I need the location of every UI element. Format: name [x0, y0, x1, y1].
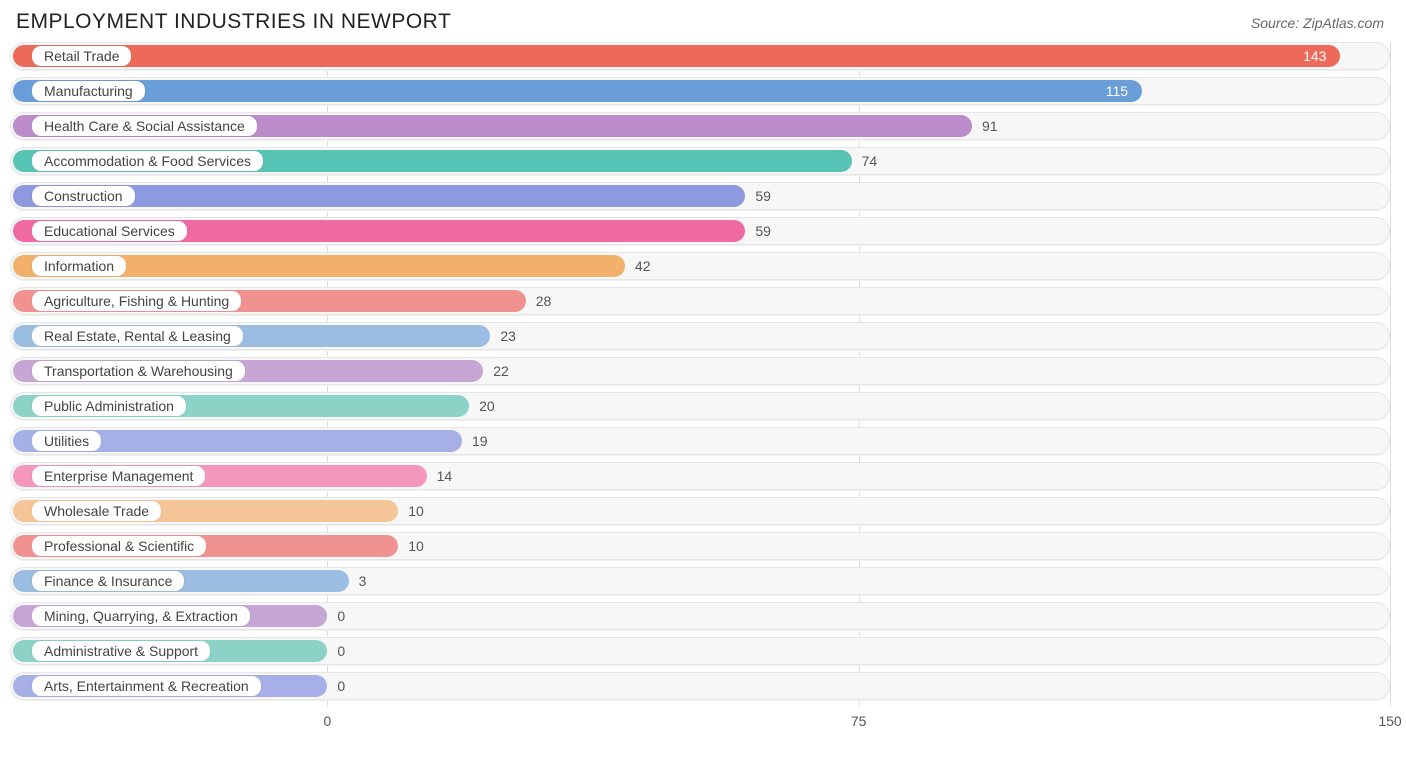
bar-category-label: Construction [32, 186, 135, 206]
bar-category-label: Retail Trade [32, 46, 131, 66]
chart-header: EMPLOYMENT INDUSTRIES IN NEWPORT Source:… [10, 10, 1390, 42]
bar-row: Transportation & Warehousing 22 [10, 357, 1390, 385]
source-prefix: Source: [1251, 15, 1303, 31]
bar-value-label: 0 [337, 608, 345, 624]
bar-row: Administrative & Support 0 [10, 637, 1390, 665]
bar-value-label: 3 [359, 573, 367, 589]
bar-category-label: Manufacturing [32, 81, 145, 101]
bar-value-label: 22 [493, 363, 509, 379]
bar-row: Enterprise Management 14 [10, 462, 1390, 490]
bar-row: Information 42 [10, 252, 1390, 280]
bar-category-label: Mining, Quarrying, & Extraction [32, 606, 250, 626]
x-tick-label: 0 [323, 713, 331, 729]
gridline [1390, 42, 1391, 707]
bar-row: Utilities 19 [10, 427, 1390, 455]
bar-value-label: 91 [982, 118, 998, 134]
bar-value-label: 23 [500, 328, 516, 344]
bar-value-label: 19 [472, 433, 488, 449]
bar-row: Arts, Entertainment & Recreation 0 [10, 672, 1390, 700]
bar-rows-container: Retail Trade143Manufacturing115Health Ca… [10, 42, 1390, 700]
chart-title: EMPLOYMENT INDUSTRIES IN NEWPORT [16, 10, 451, 34]
bar-category-label: Information [32, 256, 126, 276]
chart-source: Source: ZipAtlas.com [1251, 15, 1384, 31]
bar-row: Public Administration 20 [10, 392, 1390, 420]
bar-row: Agriculture, Fishing & Hunting 28 [10, 287, 1390, 315]
bar-row: Wholesale Trade 10 [10, 497, 1390, 525]
chart-area: Retail Trade143Manufacturing115Health Ca… [10, 42, 1390, 735]
bar-value-label: 143 [1303, 48, 1326, 64]
bar-value-label: 10 [408, 503, 424, 519]
bar-row: Construction 59 [10, 182, 1390, 210]
bar-value-label: 28 [536, 293, 552, 309]
bar-value-label: 20 [479, 398, 495, 414]
bar-row: Manufacturing 115 [10, 77, 1390, 105]
bar-value-label: 42 [635, 258, 651, 274]
bar-value-label: 0 [337, 643, 345, 659]
bar-row: Real Estate, Rental & Leasing 23 [10, 322, 1390, 350]
bar-category-label: Accommodation & Food Services [32, 151, 263, 171]
bar-category-label: Arts, Entertainment & Recreation [32, 676, 261, 696]
x-axis: 075150 [10, 707, 1390, 735]
bar-category-label: Enterprise Management [32, 466, 205, 486]
bar-row: Educational Services 59 [10, 217, 1390, 245]
bar-category-label: Administrative & Support [32, 641, 210, 661]
bar-fill [13, 45, 1340, 67]
bar-value-label: 10 [408, 538, 424, 554]
bar-row: Mining, Quarrying, & Extraction 0 [10, 602, 1390, 630]
bar-row: Professional & Scientific 10 [10, 532, 1390, 560]
x-tick-label: 75 [851, 713, 867, 729]
bar-value-label: 115 [1106, 83, 1128, 99]
bar-category-label: Finance & Insurance [32, 571, 184, 591]
bar-row: Retail Trade 143 [10, 42, 1390, 70]
source-name: ZipAtlas.com [1303, 15, 1384, 31]
bar-category-label: Agriculture, Fishing & Hunting [32, 291, 241, 311]
bar-value-label: 14 [437, 468, 453, 484]
bar-category-label: Wholesale Trade [32, 501, 161, 521]
bar-category-label: Public Administration [32, 396, 186, 416]
bar-category-label: Real Estate, Rental & Leasing [32, 326, 243, 346]
bar-value-label: 74 [862, 153, 878, 169]
bar-row: Health Care & Social Assistance 91 [10, 112, 1390, 140]
bar-category-label: Professional & Scientific [32, 536, 206, 556]
bar-category-label: Health Care & Social Assistance [32, 116, 257, 136]
bar-category-label: Transportation & Warehousing [32, 361, 245, 381]
x-tick-label: 150 [1378, 713, 1401, 729]
bar-row: Finance & Insurance 3 [10, 567, 1390, 595]
bar-value-label: 59 [755, 223, 771, 239]
bar-fill [13, 80, 1142, 102]
bar-value-label: 59 [755, 188, 771, 204]
bar-row: Accommodation & Food Services 74 [10, 147, 1390, 175]
bar-value-label: 0 [337, 678, 345, 694]
bar-category-label: Utilities [32, 431, 101, 451]
bar-category-label: Educational Services [32, 221, 187, 241]
